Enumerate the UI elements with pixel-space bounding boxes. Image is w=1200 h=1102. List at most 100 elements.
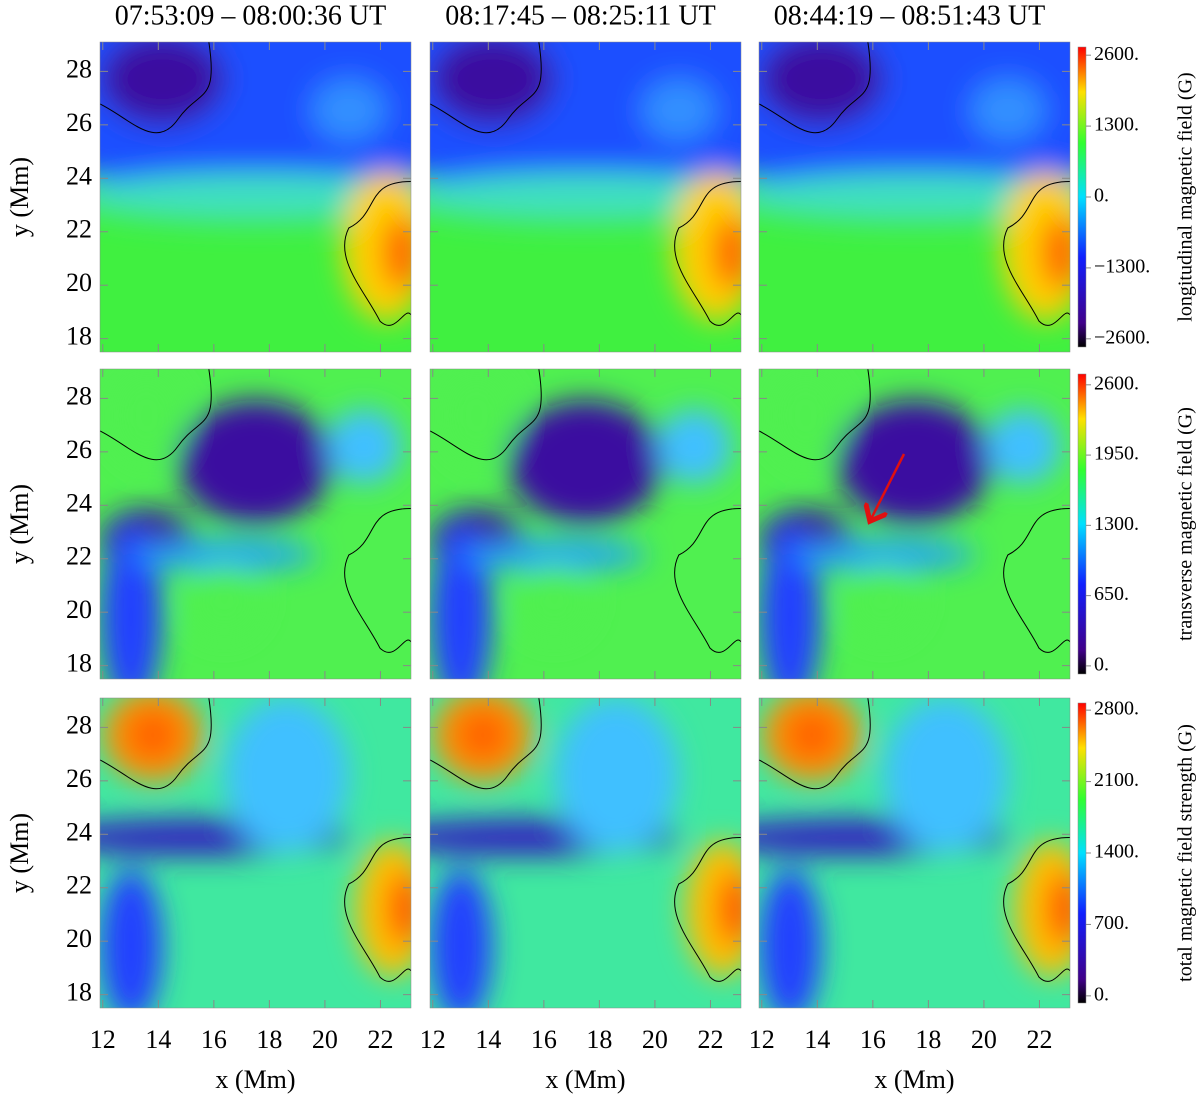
blobs: [759, 42, 1070, 321]
x-tick-label: 16: [201, 1025, 227, 1054]
field-region: [131, 539, 318, 571]
heatmap: [430, 698, 741, 1008]
colorbar-tick-label: 700.: [1094, 912, 1129, 934]
field-region: [177, 400, 334, 524]
contour: [674, 181, 741, 326]
field-region: [719, 871, 741, 946]
panel: [429, 41, 742, 353]
y-tick-label: 24: [66, 161, 92, 190]
frame: [429, 41, 742, 353]
colorbar-label: longitudinal magnetic field (G): [1175, 72, 1197, 321]
blobs: [100, 42, 411, 321]
blobs: [430, 42, 741, 321]
field-region: [759, 868, 822, 1008]
heatmap: [430, 369, 741, 679]
colorbar-label: total magnetic field strength (G): [1175, 724, 1197, 982]
panel-title: 08:17:45 – 08:25:11 UT: [445, 0, 715, 31]
field-region: [768, 369, 843, 462]
x-tick-label: 16: [860, 1025, 886, 1054]
field-region: [187, 564, 262, 639]
x-tick-label: 16: [531, 1025, 557, 1054]
y-tick-label: 26: [66, 764, 92, 793]
y-tick-label: 26: [66, 108, 92, 137]
y-tick-label: 22: [66, 871, 92, 900]
colorbar-tick-label: −1300.: [1094, 256, 1150, 278]
colorbar: [1077, 702, 1087, 1004]
x-tick-label: 12: [90, 1025, 116, 1054]
field-region: [786, 710, 837, 760]
x-tick-label: 22: [1026, 1025, 1052, 1054]
contour: [100, 698, 212, 790]
x-tick-label: 22: [697, 1025, 723, 1054]
contour: [430, 369, 542, 461]
field-region: [759, 172, 1070, 222]
heatmap: [100, 42, 411, 352]
field-region: [109, 369, 184, 462]
heatmap: [100, 369, 411, 679]
panel-title: 07:53:09 – 08:00:36 UT: [115, 0, 386, 31]
contour: [1003, 508, 1070, 653]
panel: [758, 41, 1071, 353]
panel: [758, 368, 1071, 680]
field-region: [430, 42, 555, 126]
colorbar: [1077, 373, 1087, 675]
field-region: [457, 710, 508, 760]
field-region: [1048, 871, 1070, 946]
x-tick-label: 20: [312, 1025, 338, 1054]
y-tick-label: 28: [66, 54, 92, 83]
contour: [1003, 837, 1070, 982]
colorbar-tick-label: 0.: [1094, 983, 1109, 1005]
frame: [758, 697, 1071, 1009]
field-region: [311, 79, 387, 142]
field-region: [970, 79, 1046, 142]
contour: [430, 42, 542, 134]
field-region: [713, 215, 741, 290]
field-region: [383, 215, 411, 290]
x-tick-label: 20: [971, 1025, 997, 1054]
contour: [100, 42, 212, 134]
field-region: [883, 698, 1008, 853]
colorbar: [1077, 46, 1087, 348]
y-tick-label: 18: [66, 649, 92, 678]
colorbar-tick-label: −2600.: [1094, 326, 1150, 348]
field-region: [355, 840, 411, 977]
y-tick-label: 22: [66, 542, 92, 571]
x-axis-label: x (Mm): [545, 1065, 625, 1094]
field-region: [224, 698, 349, 853]
field-region: [641, 79, 717, 142]
field-region: [554, 698, 679, 853]
colorbar-tick-label: 1400.: [1094, 841, 1139, 863]
heatmap: [759, 369, 1070, 679]
field-region: [100, 42, 225, 126]
frame: [758, 368, 1071, 680]
panel: 18 20 22 24 26 28: [66, 41, 412, 353]
frame: [758, 41, 1071, 353]
heatmap: [430, 42, 741, 352]
field-region: [846, 564, 921, 639]
contour: [430, 698, 542, 790]
y-tick-label: 18: [66, 322, 92, 351]
y-tick-label: 26: [66, 435, 92, 464]
x-axis-label: x (Mm): [215, 1065, 295, 1094]
contour: [1003, 181, 1070, 326]
field-region: [439, 369, 514, 462]
contour: [344, 508, 411, 653]
field-region: [1042, 215, 1070, 290]
frame: [429, 697, 742, 1009]
y-tick-label: 22: [66, 215, 92, 244]
panel: [429, 368, 742, 680]
y-axis-label: y (Mm): [5, 157, 34, 237]
x-tick-label: 12: [420, 1025, 446, 1054]
field-region: [836, 400, 993, 524]
contour: [759, 42, 871, 134]
blobs: [759, 369, 1061, 679]
field-region: [430, 868, 493, 1008]
field-region: [1014, 840, 1070, 977]
field-region: [685, 840, 741, 977]
contour: [344, 181, 411, 326]
field-region: [657, 409, 732, 484]
colorbar-tick-label: 2600.: [1094, 372, 1139, 394]
field-region: [430, 172, 741, 222]
x-axis-label: x (Mm): [874, 1065, 954, 1094]
